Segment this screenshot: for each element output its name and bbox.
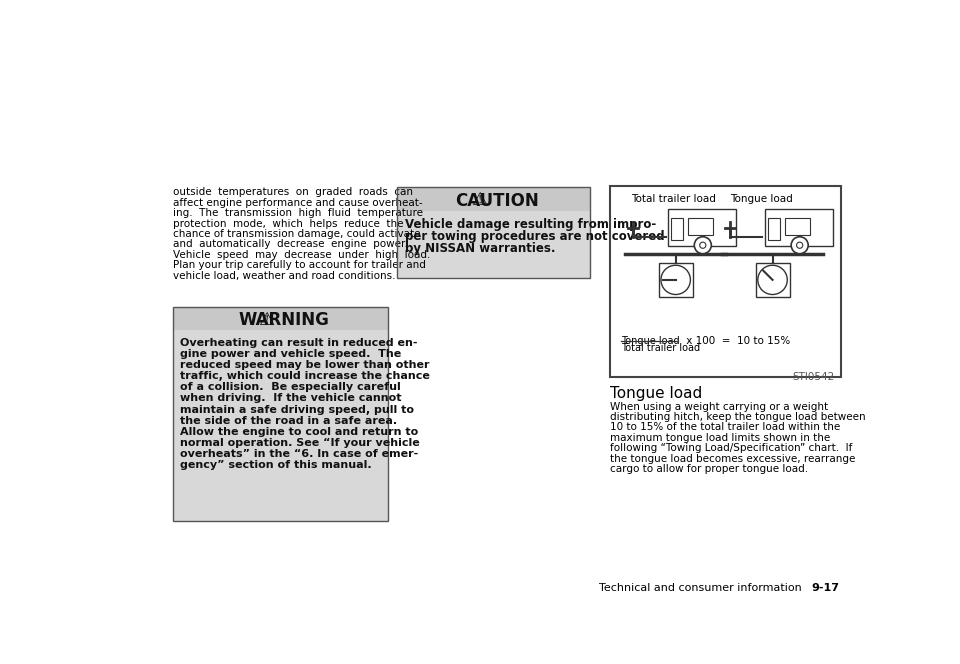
- Bar: [610, 186, 841, 377]
- Bar: [173, 307, 388, 521]
- Text: chance of transmission damage, could activate: chance of transmission damage, could act…: [173, 229, 420, 239]
- Bar: [688, 218, 713, 235]
- Text: the side of the road in a safe area.: the side of the road in a safe area.: [180, 416, 397, 426]
- Text: Overheating can result in reduced en-: Overheating can result in reduced en-: [180, 337, 418, 348]
- Text: ⚠: ⚠: [258, 311, 275, 329]
- Bar: [671, 218, 684, 240]
- Bar: [397, 210, 589, 278]
- Text: reduced speed may be lower than other: reduced speed may be lower than other: [180, 360, 430, 370]
- Text: outside  temperatures  on  graded  roads  can: outside temperatures on graded roads can: [173, 187, 413, 197]
- Text: STI0542: STI0542: [792, 373, 834, 382]
- Text: Allow the engine to cool and return to: Allow the engine to cool and return to: [180, 427, 419, 437]
- Circle shape: [660, 265, 690, 295]
- Bar: [173, 307, 388, 330]
- Circle shape: [757, 265, 787, 295]
- Text: Tongue load: Tongue load: [730, 194, 793, 204]
- Text: Tongue load: Tongue load: [610, 386, 702, 401]
- Text: following “Towing Load/Specification” chart.  If: following “Towing Load/Specification” ch…: [610, 443, 852, 453]
- Text: traffic, which could increase the chance: traffic, which could increase the chance: [180, 371, 430, 381]
- Circle shape: [700, 242, 706, 248]
- Text: distributing hitch, keep the tongue load between: distributing hitch, keep the tongue load…: [610, 412, 865, 422]
- Text: cargo to allow for proper tongue load.: cargo to allow for proper tongue load.: [610, 464, 808, 474]
- Text: Plan your trip carefully to account for trailer and: Plan your trip carefully to account for …: [173, 260, 425, 270]
- Text: and  automatically  decrease  engine  power.: and automatically decrease engine power.: [173, 240, 407, 250]
- Text: ing.  The  transmission  high  fluid  temperature: ing. The transmission high fluid tempera…: [173, 208, 422, 218]
- Text: Vehicle damage resulting from impro-: Vehicle damage resulting from impro-: [405, 218, 657, 231]
- Text: maximum tongue load limits shown in the: maximum tongue load limits shown in the: [610, 433, 830, 443]
- Circle shape: [797, 242, 803, 248]
- Text: Vehicle  speed  may  decrease  under  high  load.: Vehicle speed may decrease under high lo…: [173, 250, 430, 260]
- Bar: [765, 209, 833, 246]
- Bar: [768, 218, 780, 240]
- Text: maintain a safe driving speed, pull to: maintain a safe driving speed, pull to: [180, 404, 415, 414]
- Text: protection  mode,  which  helps  reduce  the: protection mode, which helps reduce the: [173, 218, 403, 228]
- Text: CAUTION: CAUTION: [455, 192, 539, 210]
- Bar: [173, 330, 388, 521]
- Text: 9-17: 9-17: [811, 583, 839, 593]
- Text: Tongue load: Tongue load: [621, 336, 680, 346]
- Text: when driving.  If the vehicle cannot: when driving. If the vehicle cannot: [180, 394, 402, 404]
- Text: When using a weight carrying or a weight: When using a weight carrying or a weight: [610, 402, 828, 412]
- Text: per towing procedures are not covered: per towing procedures are not covered: [405, 230, 665, 243]
- Circle shape: [791, 237, 808, 254]
- Text: the tongue load becomes excessive, rearrange: the tongue load becomes excessive, rearr…: [610, 454, 855, 463]
- Text: of a collision.  Be especially careful: of a collision. Be especially careful: [180, 382, 401, 392]
- Text: 10 to 15% of the total trailer load within the: 10 to 15% of the total trailer load with…: [610, 422, 840, 432]
- Bar: [668, 209, 736, 246]
- Text: x 100  =  10 to 15%: x 100 = 10 to 15%: [683, 337, 790, 347]
- Text: ⚠: ⚠: [471, 191, 488, 209]
- Bar: [397, 187, 589, 278]
- Text: gency” section of this manual.: gency” section of this manual.: [180, 460, 372, 471]
- Text: WARNING: WARNING: [238, 311, 329, 329]
- Text: vehicle load, weather and road conditions.: vehicle load, weather and road condition…: [173, 271, 396, 281]
- Circle shape: [694, 237, 711, 254]
- Text: by NISSAN warranties.: by NISSAN warranties.: [405, 242, 556, 255]
- Text: overheats” in the “6. In case of emer-: overheats” in the “6. In case of emer-: [180, 450, 419, 459]
- Text: normal operation. See “If your vehicle: normal operation. See “If your vehicle: [180, 438, 420, 448]
- Text: gine power and vehicle speed.  The: gine power and vehicle speed. The: [180, 349, 401, 359]
- Text: affect engine performance and cause overheat-: affect engine performance and cause over…: [173, 198, 422, 208]
- Bar: [659, 263, 693, 297]
- Bar: [785, 218, 809, 235]
- Text: Technical and consumer information: Technical and consumer information: [599, 583, 802, 593]
- Bar: [756, 263, 789, 297]
- Bar: [397, 187, 589, 210]
- Text: Total trailer load: Total trailer load: [632, 194, 716, 204]
- Text: Total trailer load: Total trailer load: [621, 343, 700, 353]
